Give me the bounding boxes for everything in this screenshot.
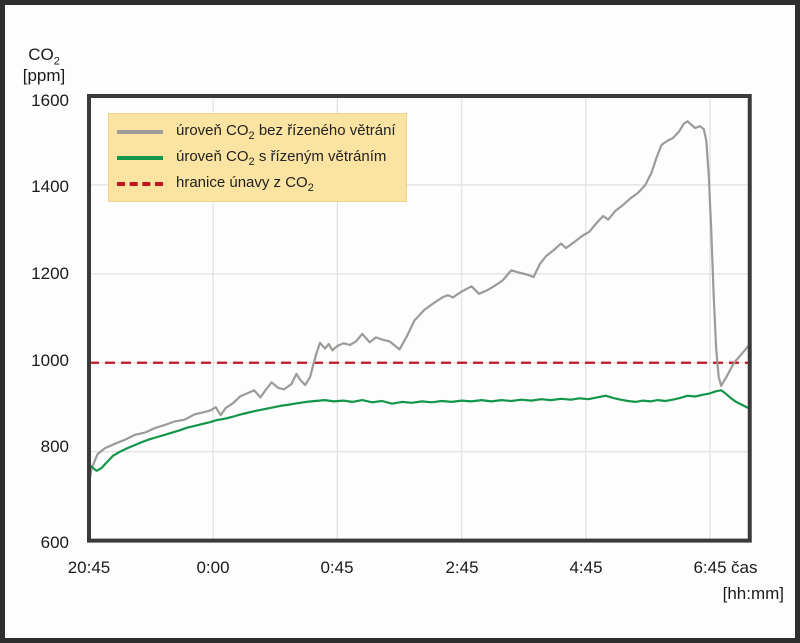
y-tick-1200: 1200 <box>31 264 69 283</box>
legend-item-threshold: hranice únavy z CO2 <box>117 173 396 195</box>
green-line-swatch <box>117 155 163 160</box>
y-tick-1600: 1600 <box>31 91 69 110</box>
y-tick-1400: 1400 <box>31 177 69 196</box>
y-tick-800: 800 <box>40 437 69 456</box>
legend-item-no-ventilation: úroveň CO2 bez řízeného větrání <box>117 121 396 143</box>
y-tick-1000: 1000 <box>31 351 69 370</box>
legend: úroveň CO2 bez řízeného větrání úroveň C… <box>108 113 407 202</box>
legend-label-threshold: hranice únavy z CO2 <box>176 173 314 194</box>
x-tick-0645: 6:45 <box>693 558 727 577</box>
y-axis-unit: CO2 <box>28 45 60 68</box>
legend-item-ventilation: úroveň CO2 s řízeným větráním <box>117 147 396 169</box>
x-tick-0445: 4:45 <box>569 558 603 577</box>
x-tick-2045: 20:45 <box>67 558 111 577</box>
x-axis-unit-bracket: [hh:mm] <box>722 584 784 603</box>
gray-line-swatch <box>117 129 163 134</box>
x-tick-0000: 0:00 <box>196 558 230 577</box>
x-tick-0245: 2:45 <box>445 558 479 577</box>
red-dashed-swatch <box>117 181 163 186</box>
chart-canvas <box>87 94 752 543</box>
y-tick-600: 600 <box>40 533 69 552</box>
legend-label-no-ventilation: úroveň CO2 bez řízeného větrání <box>176 121 396 142</box>
legend-label-ventilation: úroveň CO2 s řízeným větráním <box>176 147 387 168</box>
x-axis-unit: čas <box>731 558 758 577</box>
x-tick-0045: 0:45 <box>320 558 354 577</box>
y-axis-unit-bracket: [ppm] <box>22 66 66 85</box>
